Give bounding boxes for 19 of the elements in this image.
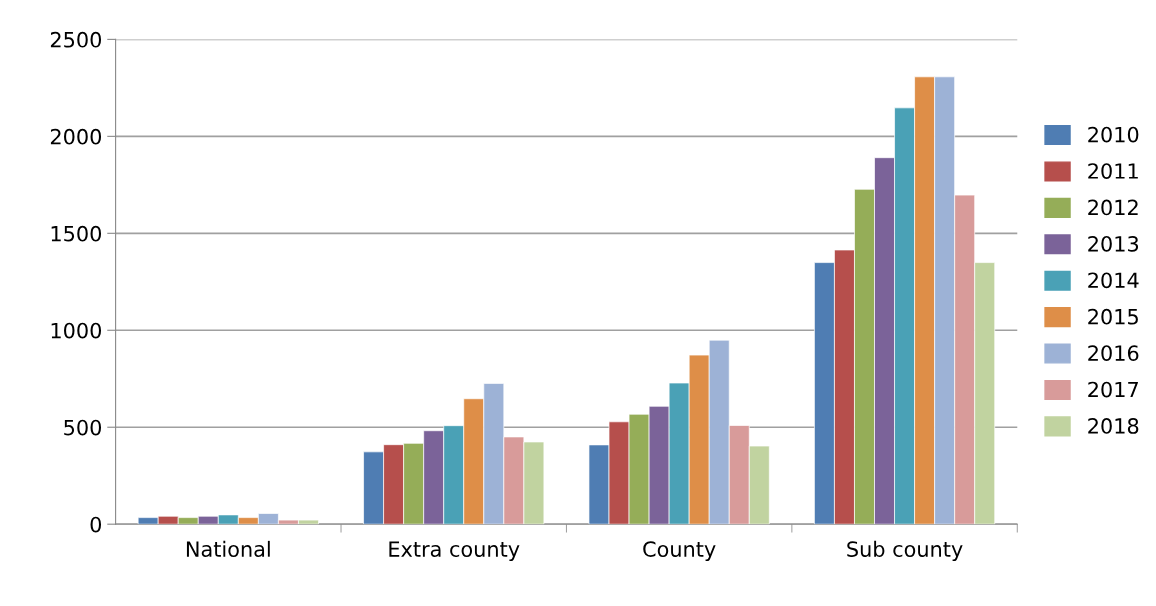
y-tick-label: 1500 [51,225,102,242]
y-tick-label: 2500 [50,31,102,48]
y-tick-label: 0 [90,516,102,533]
legend-label: 2012 [1088,199,1138,216]
x-tick-label: National [186,540,270,557]
legend-label: 2011 [1088,163,1138,179]
x-tick-label: Extra county [389,541,520,562]
y-tick-label: 500 [64,419,102,436]
x-tick-label: County [643,541,716,562]
legend-label: 2017 [1088,381,1138,398]
legend-label: 2018 [1088,418,1139,434]
legend-label: 2013 [1088,235,1139,252]
legend-label: 2016 [1088,345,1139,361]
y-tick-label: 1000 [51,322,102,339]
legend-label: 2014 [1088,272,1139,289]
y-tick-label: 2000 [50,128,102,145]
legend-label: 2015 [1088,308,1138,325]
x-tick-label: Sub county [847,540,963,562]
legend-label: 2010 [1088,126,1139,143]
